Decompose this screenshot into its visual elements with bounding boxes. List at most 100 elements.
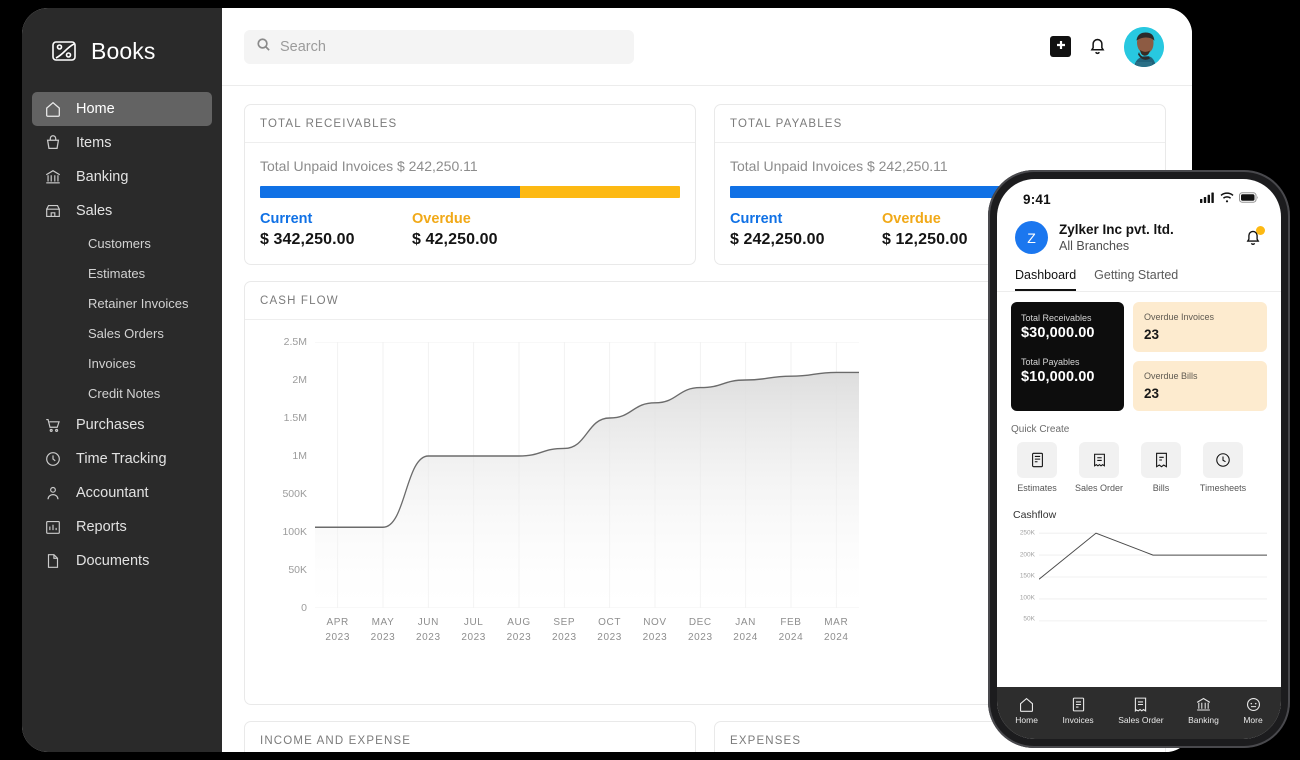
sidebar-item-sales[interactable]: Sales: [32, 194, 212, 228]
x-axis-tick: OCT 2023: [597, 617, 622, 643]
sidebar-item-items[interactable]: Items: [32, 126, 212, 160]
x-axis-tick: SEP 2023: [551, 617, 577, 643]
phone-dark-stats-card[interactable]: Total Receivables $30,000.00 Total Payab…: [1011, 302, 1124, 411]
x-axis-tick: MAY 2023: [370, 617, 396, 643]
x-axis-tick: NOV 2023: [642, 617, 668, 643]
org-header[interactable]: Z Zylker Inc pvt. ltd. All Branches: [997, 213, 1281, 260]
clock-icon: [1203, 442, 1243, 478]
total-payables-stat: Total Payables $10,000.00: [1021, 357, 1114, 385]
avatar[interactable]: [1124, 26, 1164, 67]
kpi-columns: Current $ 242,250.00 Overdue $ 12,250.00: [730, 211, 1150, 249]
progress-current-segment: [730, 186, 1041, 198]
card-title: EXPENSES: [715, 722, 1165, 752]
sidebar-item-credit-notes[interactable]: Credit Notes: [32, 378, 212, 408]
nav-label: More: [1243, 714, 1263, 725]
sidebar-item-estimates[interactable]: Estimates: [32, 258, 212, 288]
tab-getting-started[interactable]: Getting Started: [1094, 268, 1179, 282]
more-icon: [1246, 697, 1260, 711]
sales-order-icon: [1079, 442, 1119, 478]
cart-icon: [44, 416, 62, 434]
sidebar-item-banking[interactable]: Banking: [32, 160, 212, 194]
search-input[interactable]: [280, 38, 622, 55]
org-avatar: Z: [1015, 221, 1048, 254]
quick-create-estimates[interactable]: Estimates: [1011, 442, 1063, 493]
sidebar-item-customers[interactable]: Customers: [32, 228, 212, 258]
y-axis-tick: 50K: [1023, 615, 1035, 623]
nav-item-sales-order[interactable]: Sales Order: [1118, 696, 1164, 725]
bank-icon: [44, 168, 62, 186]
cellular-icon: [1200, 190, 1215, 208]
x-axis-tick: JAN 2024: [733, 617, 758, 643]
sidebar-sub-label: Estimates: [88, 265, 146, 281]
sidebar-item-label: Documents: [76, 553, 150, 569]
add-new-button[interactable]: [1050, 36, 1071, 57]
receivables-progress-bar: [260, 186, 680, 198]
brand: Books: [22, 30, 222, 92]
current-value: $ 242,250.00: [730, 231, 825, 248]
sidebar-item-time-tracking[interactable]: Time Tracking: [32, 442, 212, 476]
phone-stats-grid: Total Receivables $30,000.00 Total Payab…: [1011, 302, 1267, 411]
sidebar-item-label: Items: [76, 135, 112, 151]
bill-icon: [1141, 442, 1181, 478]
sidebar-item-home[interactable]: Home: [32, 92, 212, 126]
kpi-row: TOTAL RECEIVABLES Total Unpaid Invoices …: [244, 104, 1166, 265]
nav-item-banking[interactable]: Banking: [1188, 696, 1219, 725]
income-and-expense-card: INCOME AND EXPENSE: [244, 721, 696, 752]
quick-create-sales-order[interactable]: Sales Order: [1073, 442, 1125, 493]
sidebar-item-accountant[interactable]: Accountant: [32, 476, 212, 510]
sidebar-item-label: Purchases: [76, 417, 145, 433]
y-axis-tick: 200K: [1019, 551, 1035, 558]
area-chart-svg: [315, 342, 859, 608]
nav-item-home[interactable]: Home: [1015, 696, 1038, 725]
sidebar-item-invoices[interactable]: Invoices: [32, 348, 212, 378]
top-actions: [1050, 26, 1164, 67]
y-axis-tick: 2M: [292, 374, 307, 386]
total-receivables-card: TOTAL RECEIVABLES Total Unpaid Invoices …: [244, 104, 696, 265]
sidebar-item-purchases[interactable]: Purchases: [32, 408, 212, 442]
bottom-cards-row: INCOME AND EXPENSE EXPENSES: [244, 721, 1166, 752]
sidebar-nav: Home Items Banking: [22, 92, 222, 578]
status-icons: [1200, 190, 1259, 208]
current-label: Current: [730, 211, 783, 227]
invoice-icon: [1072, 697, 1084, 711]
nav-item-invoices[interactable]: Invoices: [1062, 696, 1094, 725]
total-payables-card: TOTAL PAYABLES Total Unpaid Invoices $ 2…: [714, 104, 1166, 265]
y-axis-tick: 250K: [1019, 529, 1035, 537]
clock-icon: [44, 450, 62, 468]
tab-dashboard[interactable]: Dashboard: [1015, 268, 1077, 291]
overdue-bills-card[interactable]: Overdue Bills 23: [1133, 361, 1267, 411]
sidebar-item-reports[interactable]: Reports: [32, 510, 212, 544]
quick-create-label: Bills: [1152, 483, 1170, 493]
sidebar-item-documents[interactable]: Documents: [32, 544, 212, 578]
overdue-value: $ 42,250.00: [412, 231, 498, 248]
nav-item-more[interactable]: More: [1243, 696, 1263, 725]
phone-notifications-button[interactable]: [1243, 225, 1265, 248]
sidebar-item-retainer-invoices[interactable]: Retainer Invoices: [32, 288, 212, 318]
stat-label: Overdue Invoices: [1144, 312, 1215, 322]
stat-label: Overdue Bills: [1144, 371, 1198, 381]
card-title: CASH FLOW: [245, 282, 1165, 320]
quick-create-bills[interactable]: Bills: [1135, 442, 1187, 493]
quick-create-row: Estimates Sales Order: [1011, 442, 1267, 493]
overdue-invoices-card[interactable]: Overdue Invoices 23: [1133, 302, 1267, 352]
card-title: TOTAL PAYABLES: [715, 105, 1165, 143]
org-text: Zylker Inc pvt. ltd. All Branches: [1059, 222, 1174, 253]
overdue-label: Overdue: [882, 211, 941, 227]
phone-cashflow-title: Cashflow: [1013, 509, 1057, 521]
person-icon: [44, 484, 62, 502]
quick-create-timesheets[interactable]: Timesheets: [1197, 442, 1249, 493]
current-column: Current $ 342,250.00: [260, 211, 412, 249]
y-axis-tick: 100K: [1019, 594, 1035, 601]
brand-name: Books: [91, 37, 156, 64]
sidebar-item-sales-orders[interactable]: Sales Orders: [32, 318, 212, 348]
progress-current-segment: [260, 186, 521, 198]
y-axis-tick: 150K: [1019, 572, 1035, 580]
estimate-icon: [1017, 442, 1057, 478]
y-axis-tick: 1.5M: [283, 412, 307, 424]
y-axis-tick: 0: [301, 602, 307, 614]
notifications-button[interactable]: [1088, 36, 1107, 57]
card-body: Total Unpaid Invoices $ 242,250.11 Curre…: [245, 143, 695, 264]
search-box[interactable]: [244, 29, 634, 64]
phone-mockup: 9:41: [988, 170, 1290, 748]
total-receivables-stat: Total Receivables $30,000.00: [1021, 313, 1114, 341]
